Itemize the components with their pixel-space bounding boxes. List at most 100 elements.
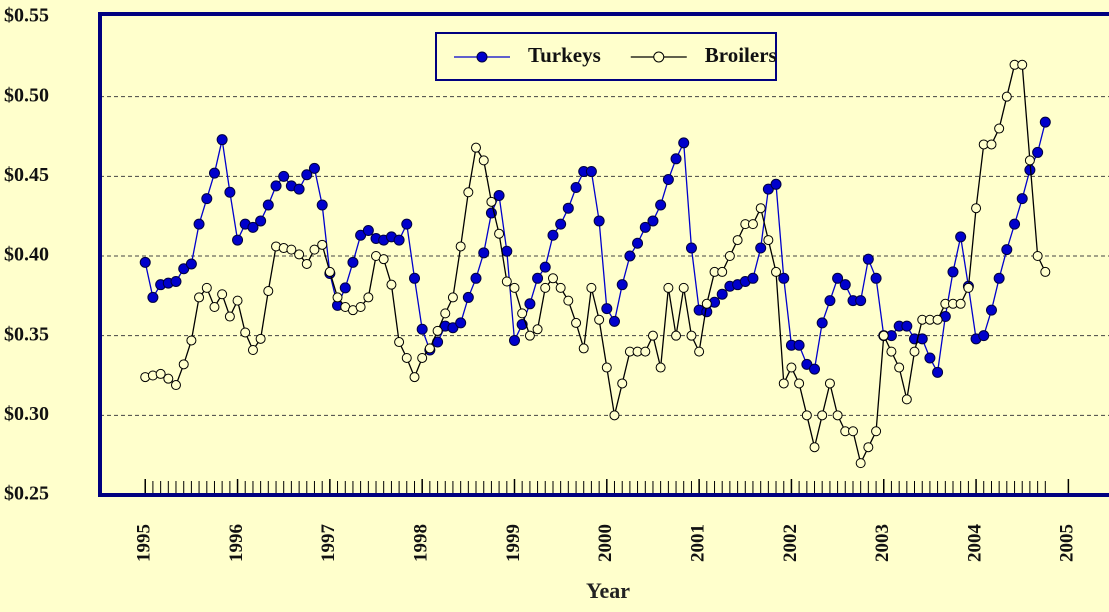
data-point xyxy=(1001,91,1012,102)
data-point xyxy=(355,301,366,312)
data-point xyxy=(732,235,743,246)
data-point xyxy=(501,245,513,257)
y-tick-label: $0.55 xyxy=(4,5,49,27)
x-tick-label: 2000 xyxy=(595,524,616,562)
data-point xyxy=(209,301,220,312)
data-point xyxy=(555,218,567,230)
data-point xyxy=(362,225,374,237)
y-tick-label: $0.40 xyxy=(4,244,49,266)
data-point xyxy=(394,337,405,348)
data-point xyxy=(378,254,389,265)
data-point xyxy=(1040,266,1051,277)
data-point xyxy=(594,314,605,325)
x-tick-label: 1996 xyxy=(226,524,247,562)
data-point xyxy=(332,292,343,303)
data-point xyxy=(224,311,235,322)
data-point xyxy=(971,203,982,214)
data-point xyxy=(555,282,566,293)
data-point xyxy=(601,303,613,315)
data-point xyxy=(771,266,782,277)
data-point xyxy=(778,378,789,389)
data-point xyxy=(839,279,851,291)
data-point xyxy=(909,346,920,357)
data-point xyxy=(571,317,582,328)
x-tick-label: 2003 xyxy=(872,524,893,562)
data-point xyxy=(293,183,305,195)
data-point xyxy=(155,368,166,379)
legend-label: Broilers xyxy=(705,43,777,67)
data-point xyxy=(901,394,912,405)
data-point xyxy=(817,410,828,421)
data-point xyxy=(655,199,667,211)
data-point xyxy=(1032,146,1044,158)
data-point xyxy=(601,362,612,373)
legend-marker xyxy=(476,51,488,63)
data-point xyxy=(309,244,320,255)
data-point xyxy=(432,325,443,336)
data-point xyxy=(178,359,189,370)
data-point xyxy=(462,291,474,303)
data-point xyxy=(301,169,313,181)
data-point xyxy=(701,298,712,309)
data-point xyxy=(717,266,728,277)
data-point xyxy=(809,363,821,375)
x-tick-label: 2002 xyxy=(780,524,801,562)
data-point xyxy=(963,282,974,293)
data-point xyxy=(1039,116,1051,128)
data-point xyxy=(262,199,274,211)
data-point xyxy=(524,330,535,341)
data-point xyxy=(486,196,497,207)
x-tick-label: 1999 xyxy=(503,524,524,562)
data-point xyxy=(393,234,405,246)
data-point xyxy=(1001,244,1013,256)
data-point xyxy=(316,199,328,211)
data-point xyxy=(747,219,758,230)
data-point xyxy=(639,221,651,233)
data-point xyxy=(663,282,674,293)
data-point xyxy=(232,295,243,306)
data-point xyxy=(586,282,597,293)
x-tick-label: 1998 xyxy=(411,524,432,562)
data-point xyxy=(678,282,689,293)
x-tick-label: 2005 xyxy=(1057,524,1078,562)
data-point xyxy=(324,266,335,277)
data-point xyxy=(409,272,421,284)
data-point xyxy=(478,155,489,166)
data-point xyxy=(386,279,397,290)
data-point xyxy=(201,282,212,293)
data-point xyxy=(563,295,574,306)
plot-frame xyxy=(98,12,1109,497)
data-point xyxy=(763,235,774,246)
data-point xyxy=(247,221,259,233)
data-point xyxy=(547,229,559,241)
data-point xyxy=(801,410,812,421)
data-point xyxy=(294,249,305,260)
data-point xyxy=(524,298,536,310)
data-point xyxy=(355,229,367,241)
data-point xyxy=(401,352,412,363)
data-point xyxy=(747,272,759,284)
data-point xyxy=(824,295,836,307)
data-point xyxy=(417,352,428,363)
data-point xyxy=(509,282,520,293)
x-tick-label: 1995 xyxy=(134,524,155,562)
data-point xyxy=(301,258,312,269)
data-point xyxy=(440,308,451,319)
data-point xyxy=(216,134,228,146)
legend-label: Turkeys xyxy=(528,43,601,67)
data-point xyxy=(978,330,990,342)
data-point xyxy=(793,339,805,351)
data-point xyxy=(624,250,636,262)
data-point xyxy=(501,276,512,287)
data-point xyxy=(871,426,882,437)
data-point xyxy=(616,279,628,291)
data-point xyxy=(647,215,659,227)
data-point xyxy=(671,330,682,341)
data-point xyxy=(194,292,205,303)
data-point xyxy=(208,167,220,179)
data-point xyxy=(655,362,666,373)
data-point xyxy=(924,352,936,364)
data-point xyxy=(339,282,351,294)
data-point xyxy=(147,291,159,303)
